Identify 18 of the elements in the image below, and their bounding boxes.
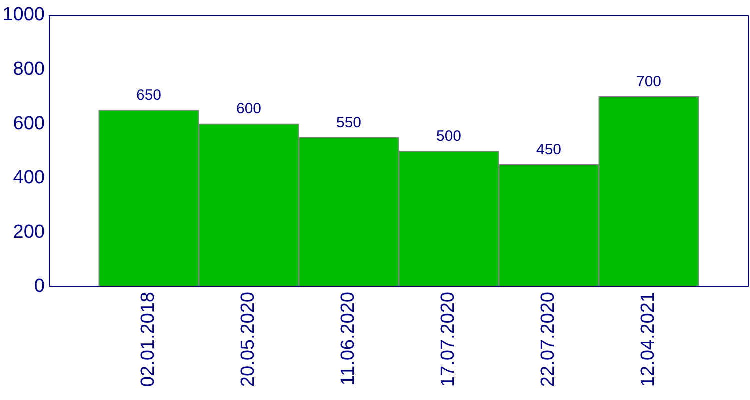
- y-tick-label: 800: [13, 58, 45, 80]
- y-tick-label: 200: [13, 222, 45, 243]
- x-tick-label: 12.04.2021: [638, 292, 660, 388]
- x-tick-label: 22.07.2020: [538, 292, 560, 388]
- y-tick-label: 400: [13, 168, 45, 189]
- x-tick-label: 17.07.2020: [438, 292, 460, 388]
- data-label: 450: [536, 141, 562, 158]
- data-label: 650: [136, 87, 162, 104]
- x-tick-label: 02.01.2018: [138, 292, 160, 388]
- y-tick-label: 600: [13, 113, 45, 134]
- y-tick-label: 0: [34, 276, 45, 298]
- y-tick-label: 1000: [2, 4, 45, 26]
- x-tick-label: 11.06.2020: [338, 292, 360, 386]
- x-tick-label: 20.05.2020: [238, 292, 260, 388]
- data-label: 700: [636, 74, 662, 91]
- data-label: 600: [236, 100, 262, 118]
- data-label: 500: [436, 128, 462, 145]
- data-label: 550: [336, 114, 362, 132]
